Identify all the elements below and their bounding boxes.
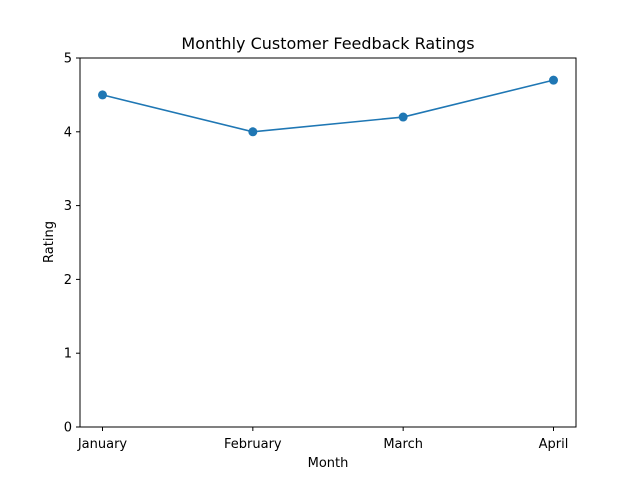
x-tick-label: March: [383, 437, 423, 452]
chart-title: Monthly Customer Feedback Ratings: [181, 34, 474, 53]
y-tick-label: 5: [64, 52, 72, 67]
x-tick-label: January: [77, 437, 128, 452]
y-tick-label: 3: [64, 199, 72, 214]
plot-area: 0 1 2 3 4 5 January February March April: [64, 52, 569, 453]
y-tick-label: 4: [64, 125, 72, 140]
x-tick-label: April: [539, 437, 569, 452]
x-tick-label: February: [224, 437, 282, 452]
data-point: [549, 75, 558, 85]
y-tick-label: 0: [64, 421, 72, 436]
data-point: [248, 127, 258, 137]
axes-frame: [79, 57, 577, 428]
y-axis-label: Rating: [42, 221, 57, 263]
data-point: [398, 112, 408, 122]
data-point: [98, 90, 107, 100]
series-line: [102, 79, 554, 133]
x-axis-label: Month: [308, 456, 349, 471]
y-tick-label: 2: [64, 273, 72, 288]
y-tick-label: 1: [64, 347, 72, 362]
